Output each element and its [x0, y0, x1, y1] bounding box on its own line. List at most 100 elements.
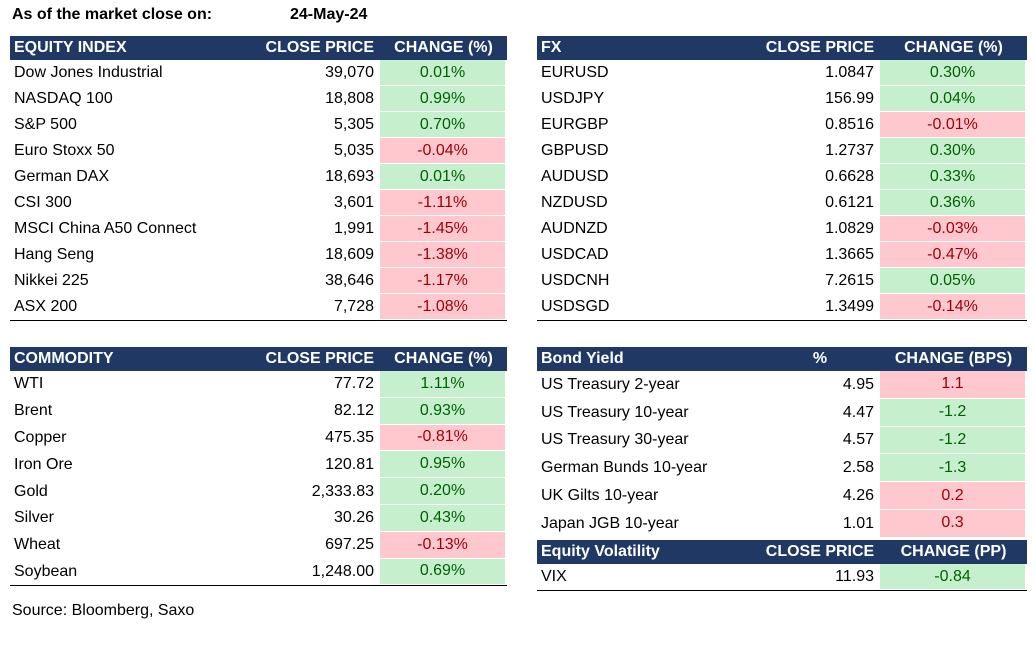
- close-value: 475.35: [325, 428, 374, 446]
- close-value: 1.0829: [825, 220, 874, 237]
- source: Source: Bloomberg, Saxo: [12, 602, 195, 619]
- row-label: AUDUSD: [541, 168, 609, 185]
- row-label: USDCNH: [541, 272, 610, 289]
- close-value: 38,646: [325, 272, 374, 289]
- change-value: 0.01%: [380, 60, 505, 85]
- row-label: Dow Jones Industrial: [14, 64, 163, 81]
- close-value: 0.6121: [825, 194, 874, 211]
- row-label: USDJPY: [541, 90, 605, 107]
- change-value: -1.2: [880, 426, 1025, 454]
- change-value: 0.69%: [380, 558, 505, 585]
- change-value: 0.43%: [380, 505, 505, 531]
- column-header: %: [760, 347, 880, 371]
- change-value: 0.01%: [380, 164, 505, 189]
- row-label: US Treasury 2-year: [541, 375, 680, 393]
- close-value: 4.95: [842, 375, 874, 393]
- change-value: 0.30%: [880, 60, 1025, 85]
- change-value: -0.03%: [880, 216, 1025, 241]
- row-label: USDCAD: [541, 246, 609, 263]
- change-value: -1.3: [880, 454, 1025, 482]
- row-label: GBPUSD: [541, 142, 609, 159]
- row-label: German DAX: [14, 168, 110, 185]
- close-value: 5,035: [333, 142, 374, 159]
- row-label: Silver: [14, 509, 55, 527]
- change-value: 0.99%: [380, 86, 505, 111]
- column-header: CHANGE (BPS): [880, 347, 1027, 371]
- close-value: 18,808: [325, 90, 374, 107]
- column-header: CHANGE (%): [880, 36, 1027, 60]
- close-value: 82.12: [333, 402, 374, 420]
- close-value: 1.3499: [825, 298, 874, 315]
- change-value: -1.2: [880, 398, 1025, 426]
- change-value: 0.05%: [880, 268, 1025, 293]
- change-value: 0.33%: [880, 164, 1025, 189]
- table-rule: [537, 320, 1027, 321]
- change-value: 0.3: [880, 510, 1025, 537]
- row-label: MSCI China A50 Connect: [14, 220, 197, 237]
- change-value: -1.11%: [380, 190, 505, 215]
- row-label: CSI 300: [14, 194, 72, 211]
- column-header: COMMODITY: [10, 347, 265, 371]
- row-label: US Treasury 30-year: [541, 431, 689, 449]
- close-value: 1.01: [842, 514, 874, 532]
- row-label: Brent: [14, 402, 53, 420]
- change-value: 1.1: [880, 371, 1025, 398]
- change-value: -0.47%: [880, 242, 1025, 267]
- change-value: -1.17%: [380, 268, 505, 293]
- column-header: CLOSE PRICE: [760, 36, 880, 60]
- close-value: 11.93: [835, 568, 874, 585]
- row-label: EURGBP: [541, 116, 609, 133]
- change-value: 0.30%: [880, 138, 1025, 163]
- change-value: 0.2: [880, 482, 1025, 509]
- column-header: CLOSE PRICE: [265, 347, 380, 371]
- header-label: As of the market close on:: [12, 6, 213, 23]
- column-header: CHANGE (PP): [880, 540, 1027, 564]
- column-header: Equity Volatility: [537, 540, 760, 564]
- row-label: WTI: [14, 375, 44, 393]
- close-value: 18,693: [325, 168, 374, 185]
- row-label: Japan JGB 10-year: [541, 514, 679, 532]
- change-value: -1.08%: [380, 294, 505, 319]
- row-label: EURUSD: [541, 64, 609, 81]
- row-label: AUDNZD: [541, 220, 608, 237]
- header-date: 24-May-24: [290, 6, 368, 23]
- close-value: 39,070: [325, 64, 374, 81]
- close-value: 156.99: [825, 90, 874, 107]
- row-label: NZDUSD: [541, 194, 608, 211]
- change-value: -0.01%: [880, 112, 1025, 137]
- row-label: USDSGD: [541, 298, 610, 315]
- close-value: 3,601: [333, 194, 374, 211]
- change-value: 1.11%: [380, 371, 505, 397]
- close-value: 4.26: [842, 487, 874, 505]
- change-value: -0.81%: [380, 424, 505, 451]
- close-value: 697.25: [325, 536, 374, 554]
- row-label: Hang Seng: [14, 246, 95, 263]
- close-value: 1.2737: [825, 142, 874, 159]
- close-value: 120.81: [325, 455, 374, 473]
- close-value: 7.2615: [825, 272, 874, 289]
- close-value: 30.26: [333, 509, 374, 527]
- close-value: 77.72: [333, 375, 374, 393]
- change-value: -0.84: [880, 564, 1025, 589]
- row-label: Nikkei 225: [14, 272, 89, 289]
- row-label: US Treasury 10-year: [541, 403, 689, 421]
- change-value: 0.36%: [880, 190, 1025, 215]
- close-value: 1,248.00: [311, 562, 374, 580]
- row-label: Soybean: [14, 562, 78, 580]
- change-value: 0.70%: [380, 112, 505, 137]
- change-value: -1.38%: [380, 242, 505, 267]
- column-header: CHANGE (%): [380, 36, 507, 60]
- row-label: Wheat: [14, 536, 61, 554]
- row-label: NASDAQ 100: [14, 90, 113, 107]
- column-header: CLOSE PRICE: [265, 36, 380, 60]
- table-rule: [10, 320, 507, 321]
- close-value: 1,991: [333, 220, 374, 237]
- row-label: Euro Stoxx 50: [14, 142, 115, 159]
- close-value: 18,609: [325, 246, 374, 263]
- change-value: -1.45%: [380, 216, 505, 241]
- table-rule: [10, 585, 507, 587]
- row-label: S&P 500: [14, 116, 77, 133]
- close-value: 4.47: [842, 403, 874, 421]
- close-value: 0.6628: [825, 168, 874, 185]
